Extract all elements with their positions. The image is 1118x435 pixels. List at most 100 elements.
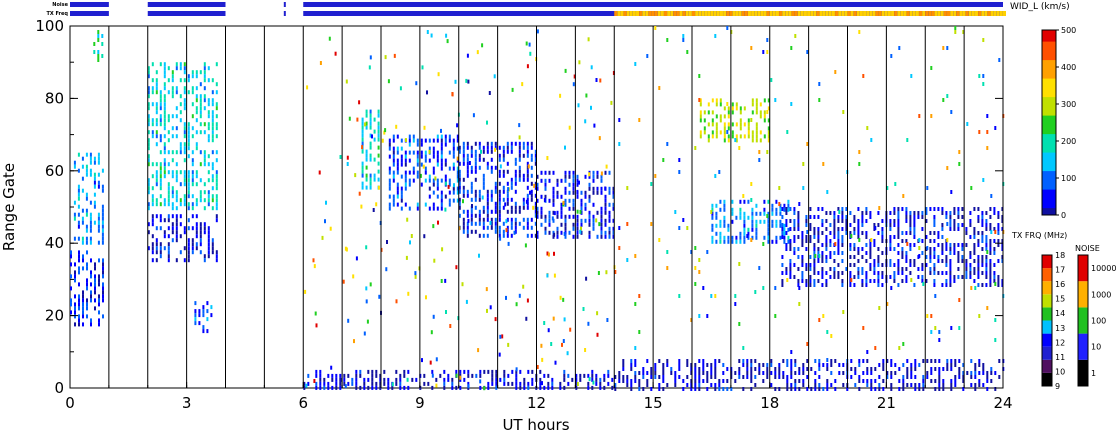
data-cell (813, 263, 816, 267)
data-cell (159, 106, 162, 111)
data-cell (817, 227, 820, 231)
data-cell (458, 149, 461, 154)
data-cell (699, 102, 702, 107)
txfreq-strip-tick (763, 11, 767, 16)
noise-strip-label: Noise (52, 2, 68, 8)
data-cell (973, 235, 976, 239)
txfreq-strip-tick (642, 11, 646, 16)
data-cell (767, 231, 770, 236)
data-cell (420, 182, 423, 187)
data-cell (466, 213, 469, 218)
data-cell (433, 258, 436, 263)
data-cell (921, 267, 924, 271)
data-cell (929, 251, 932, 255)
data-cell (215, 182, 218, 187)
data-cell (973, 271, 976, 275)
data-cell (588, 198, 591, 203)
data-cell (171, 206, 174, 211)
data-cell (870, 138, 873, 142)
data-cell (187, 142, 190, 147)
data-cell (666, 38, 669, 42)
data-cell (595, 218, 598, 223)
data-cell (395, 124, 398, 129)
txfreq-strip-tick (636, 11, 640, 16)
data-cell (388, 146, 391, 151)
data-cell (897, 231, 900, 235)
data-cell (552, 202, 555, 207)
data-cell (93, 176, 96, 181)
data-cell (674, 379, 677, 383)
data-cell (163, 202, 166, 207)
data-cell (946, 238, 949, 242)
data-cell (778, 387, 781, 391)
data-cell (841, 215, 844, 219)
data-cell (147, 246, 150, 251)
data-cell (89, 240, 92, 245)
data-cell (897, 235, 900, 239)
data-cell (694, 282, 697, 286)
data-cell (361, 165, 364, 170)
data-cell (481, 43, 484, 48)
data-cell (969, 267, 972, 271)
data-cell (793, 247, 796, 251)
data-cell (315, 369, 318, 374)
data-cell (94, 266, 96, 271)
txfreq-strip-tick (667, 11, 671, 16)
data-cell (102, 286, 104, 291)
txfreq-colorbar-cell (1042, 307, 1052, 321)
data-cell (514, 221, 517, 226)
data-cell (921, 275, 924, 279)
data-cell (361, 161, 364, 166)
data-cell (431, 385, 434, 390)
data-cell (315, 323, 318, 328)
data-cell (977, 215, 980, 219)
data-cell (747, 235, 750, 240)
data-cell (771, 223, 774, 228)
data-cell (85, 228, 88, 233)
data-cell (97, 58, 100, 62)
data-cell (596, 186, 599, 191)
data-cell (865, 259, 868, 263)
txfreq-strip-tick (841, 11, 845, 16)
data-cell (536, 206, 539, 211)
data-cell (913, 231, 916, 235)
data-cell (989, 223, 992, 227)
data-cell (369, 177, 372, 182)
data-cell (388, 206, 391, 211)
data-cell (710, 371, 713, 375)
data-cell (560, 222, 563, 227)
data-cell (94, 286, 96, 291)
data-cell (993, 279, 996, 283)
data-cell (990, 379, 993, 383)
data-cell (195, 118, 198, 123)
data-cell (618, 142, 621, 146)
data-cell (638, 379, 641, 383)
data-cell (914, 367, 917, 371)
data-cell (1001, 215, 1004, 219)
data-cell (654, 371, 657, 375)
data-cell (321, 235, 324, 240)
data-cell (519, 381, 522, 386)
data-cell (355, 381, 358, 386)
data-cell (949, 227, 952, 231)
data-cell (502, 157, 505, 162)
data-cell (913, 219, 916, 223)
data-cell (315, 381, 318, 386)
data-cell (957, 275, 960, 279)
data-cell (456, 123, 459, 128)
data-cell (666, 363, 669, 367)
data-cell (973, 231, 976, 235)
data-cell (842, 310, 845, 314)
data-cell (167, 190, 170, 195)
data-cell (458, 181, 461, 186)
data-cell (426, 90, 428, 95)
data-cell (526, 298, 529, 303)
data-cell (77, 220, 80, 225)
txfreq-strip-tick (791, 11, 795, 16)
data-cell (938, 359, 941, 363)
txfreq-strip-tick (822, 11, 826, 16)
data-cell (969, 255, 972, 259)
data-cell (552, 316, 555, 321)
data-cell (102, 266, 104, 271)
data-cell (794, 34, 797, 38)
